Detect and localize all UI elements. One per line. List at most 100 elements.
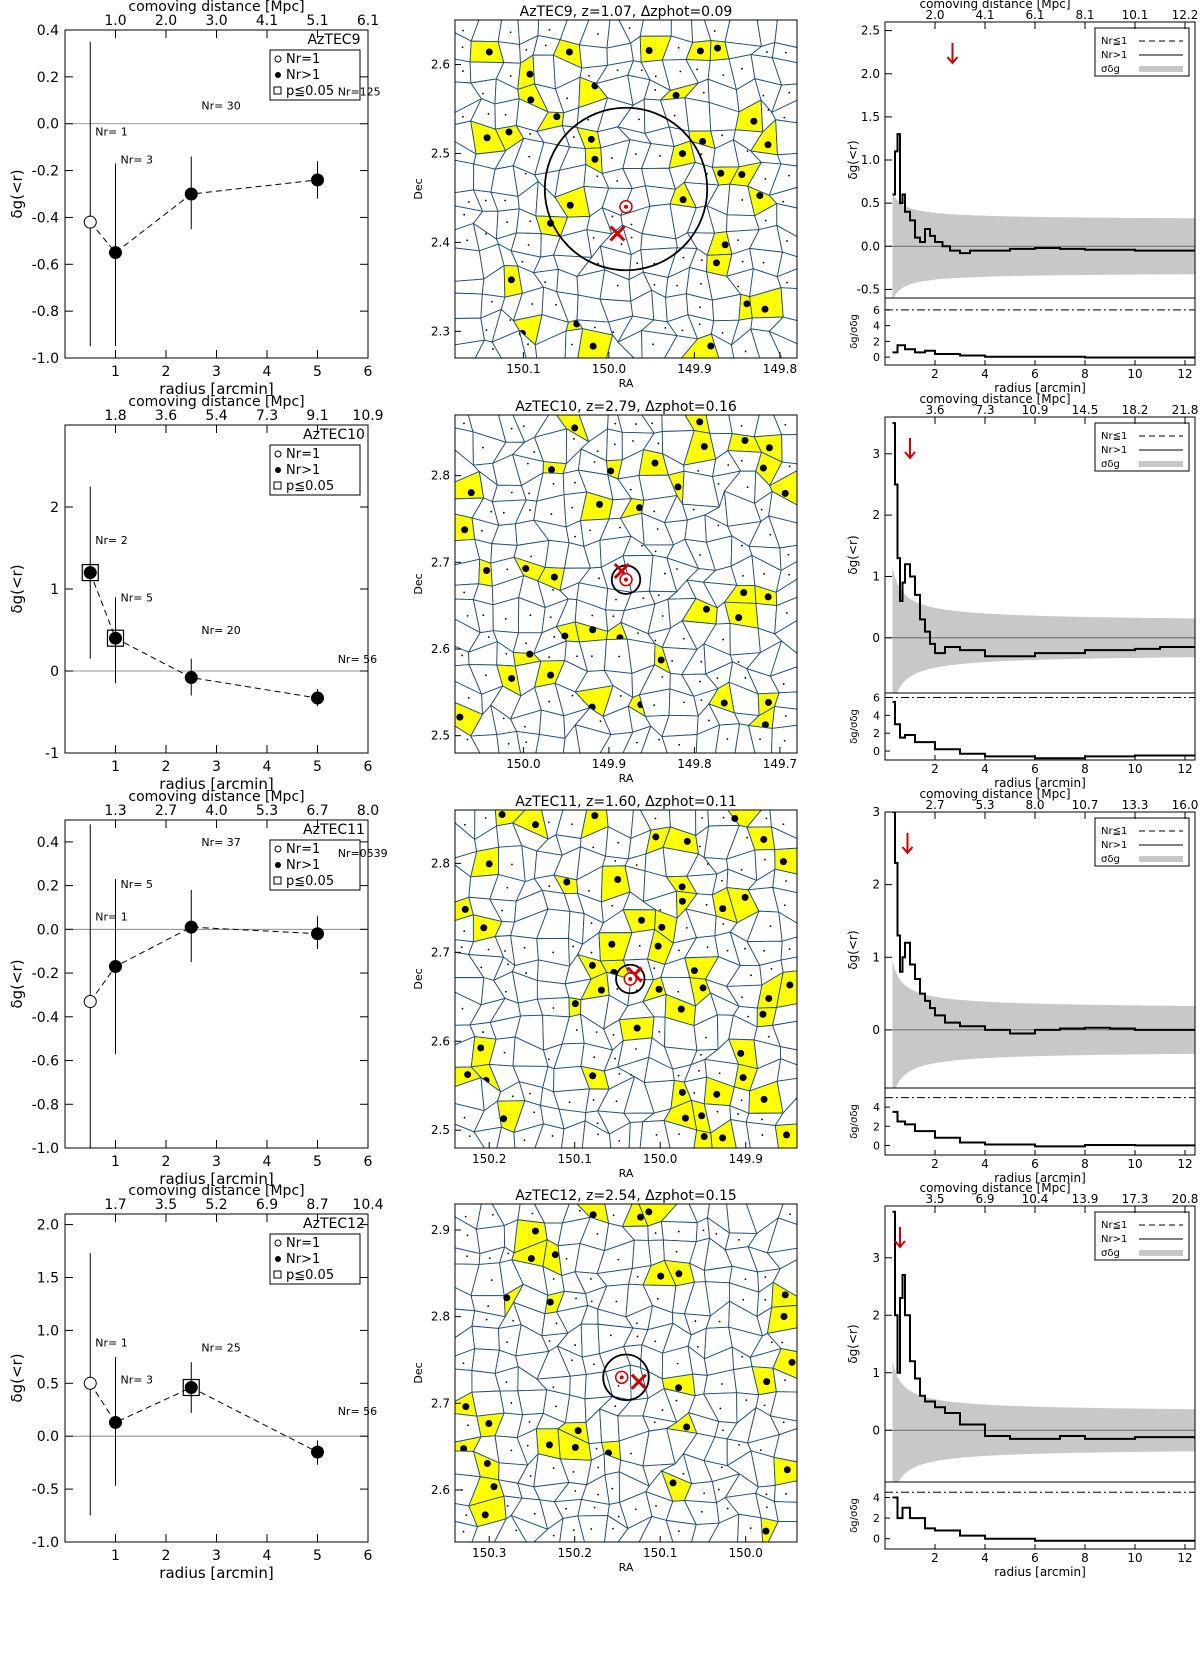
y-tick-label: 1.5 bbox=[861, 110, 880, 124]
x-axis-label: radius [arcmin] bbox=[994, 776, 1086, 790]
galaxy-marker bbox=[565, 48, 573, 56]
voronoi-cell bbox=[638, 1515, 674, 1542]
top-tick-label: 5.4 bbox=[205, 408, 227, 424]
y-tick-label: 2.7 bbox=[431, 945, 450, 959]
galaxy-dot bbox=[765, 817, 768, 820]
galaxy-dot bbox=[741, 996, 743, 999]
galaxy-marker bbox=[678, 897, 686, 905]
galaxy-dot bbox=[759, 1449, 762, 1452]
y-axis-label: δg(<r) bbox=[8, 564, 26, 613]
x-tick-label: 149.9 bbox=[592, 757, 626, 771]
galaxy-dot bbox=[726, 738, 729, 740]
voronoi-cell bbox=[769, 666, 797, 694]
galaxy-dot bbox=[715, 1232, 718, 1235]
galaxy-dot bbox=[511, 1095, 514, 1098]
galaxy-dot bbox=[630, 236, 633, 239]
y-tick-label: 4 bbox=[873, 1491, 880, 1504]
y-tick-label: 2.7 bbox=[431, 555, 450, 569]
galaxy-dot bbox=[466, 1255, 469, 1258]
galaxy-dot bbox=[548, 700, 551, 703]
galaxy-marker bbox=[566, 201, 574, 209]
galaxy-dot bbox=[786, 281, 789, 284]
voronoi-cell bbox=[455, 292, 483, 319]
galaxy-marker bbox=[699, 984, 707, 992]
top-tick-label: 5.3 bbox=[975, 798, 994, 812]
top-tick-label: 6.1 bbox=[1025, 8, 1044, 22]
voronoi-cell bbox=[617, 1515, 654, 1542]
top-tick-label: 3.6 bbox=[925, 403, 944, 417]
significance-area bbox=[885, 1097, 1195, 1148]
voronoi-cell bbox=[769, 1415, 797, 1436]
nr-annotation: Nr= 5 bbox=[121, 591, 153, 604]
galaxy-dot bbox=[677, 990, 680, 993]
legend-label: Nr≦1 bbox=[1101, 36, 1127, 47]
galaxy-marker bbox=[527, 96, 535, 104]
galaxy-marker bbox=[485, 1419, 493, 1427]
galaxy-dot bbox=[614, 422, 617, 425]
galaxy-dot bbox=[745, 1399, 748, 1402]
galaxy-marker bbox=[786, 981, 794, 989]
voronoi-cell bbox=[496, 1126, 516, 1148]
map-frame bbox=[454, 414, 798, 754]
galaxy-dot bbox=[528, 155, 531, 158]
galaxy-dot bbox=[737, 239, 739, 241]
significance-square bbox=[106, 629, 125, 647]
galaxy-dot bbox=[528, 1420, 531, 1423]
galaxy-dot bbox=[596, 450, 599, 453]
legend-band bbox=[1139, 66, 1183, 72]
x-axis-label: radius [arcmin] bbox=[159, 1564, 273, 1582]
map-frame bbox=[454, 1203, 798, 1543]
galaxy-dot bbox=[612, 1527, 614, 1530]
galaxy-dot bbox=[463, 930, 466, 933]
voronoi-cell bbox=[774, 691, 797, 710]
connecting-line bbox=[89, 1383, 318, 1453]
galaxy-marker bbox=[735, 614, 743, 622]
galaxy-dot bbox=[701, 817, 704, 819]
galaxy-marker bbox=[526, 650, 534, 658]
x-tick-label: 4 bbox=[263, 1154, 272, 1170]
galaxy-dot bbox=[522, 425, 525, 428]
galaxy-marker bbox=[526, 70, 534, 78]
search-radius-circle bbox=[602, 1353, 650, 1402]
galaxy-dot bbox=[589, 529, 592, 532]
galaxy-dot bbox=[656, 528, 659, 530]
x-tick-label: 5 bbox=[313, 364, 322, 380]
galaxy-marker bbox=[764, 698, 772, 706]
galaxy-dot bbox=[552, 1386, 555, 1389]
x-tick-label: 150.0 bbox=[729, 1546, 763, 1560]
galaxy-dot bbox=[461, 1007, 464, 1010]
galaxy-dot bbox=[717, 524, 720, 527]
galaxy-dot bbox=[782, 200, 785, 203]
galaxy-dot bbox=[461, 46, 464, 49]
nr-annotation: Nr= 25 bbox=[201, 1342, 240, 1355]
galaxy-dot bbox=[703, 1492, 706, 1495]
voronoi-cell bbox=[768, 330, 797, 358]
voronoi-cell bbox=[773, 1501, 797, 1523]
profile-area bbox=[885, 133, 1195, 298]
x-tick-label: 150.2 bbox=[558, 1546, 592, 1560]
voronoi-cell bbox=[534, 1123, 565, 1148]
galaxy-dot bbox=[762, 94, 765, 97]
nr-annotation: Nr=0539 bbox=[338, 847, 388, 860]
galaxy-marker bbox=[551, 1251, 559, 1259]
galaxy-dot bbox=[616, 988, 619, 990]
map-x-label: RA bbox=[619, 1561, 634, 1574]
source-marker-center bbox=[624, 204, 628, 209]
voronoi-cell bbox=[455, 278, 485, 295]
voronoi-cell bbox=[534, 330, 567, 358]
galaxy-marker bbox=[669, 1479, 677, 1487]
galaxy-dot bbox=[713, 30, 716, 32]
galaxy-marker bbox=[657, 656, 665, 664]
galaxy-marker bbox=[760, 1095, 768, 1103]
galaxy-dot bbox=[485, 232, 487, 235]
galaxy-dot bbox=[574, 1344, 577, 1346]
galaxy-dot bbox=[502, 717, 505, 720]
voronoi-cell bbox=[474, 339, 502, 358]
galaxy-dot bbox=[788, 948, 791, 951]
galaxy-marker bbox=[527, 1255, 535, 1263]
galaxy-dot bbox=[571, 823, 573, 826]
data-point-filled bbox=[109, 1415, 122, 1429]
voronoi-cell bbox=[536, 980, 570, 1000]
voronoi-cell bbox=[491, 484, 527, 503]
top-tick-label: 21.8 bbox=[1172, 403, 1199, 417]
